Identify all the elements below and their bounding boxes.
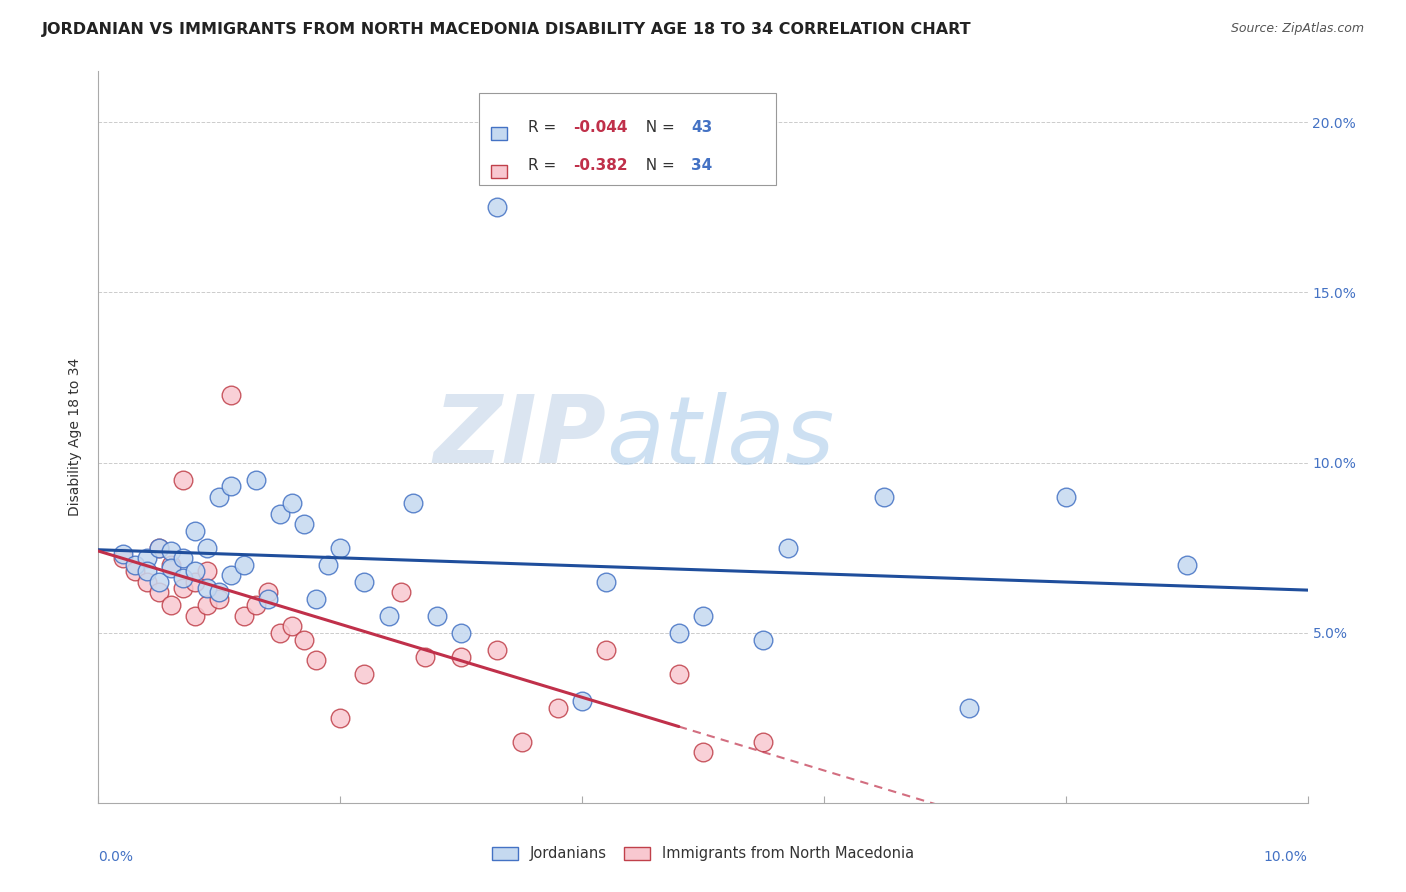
Point <box>377 608 399 623</box>
Point <box>124 565 146 579</box>
Text: JORDANIAN VS IMMIGRANTS FROM NORTH MACEDONIA DISABILITY AGE 18 TO 34 CORRELATION: JORDANIAN VS IMMIGRANTS FROM NORTH MACED… <box>42 22 972 37</box>
Point <box>232 608 254 623</box>
Point <box>595 642 617 657</box>
Point <box>292 632 315 647</box>
Text: ZIP: ZIP <box>433 391 606 483</box>
FancyBboxPatch shape <box>492 165 506 178</box>
Text: N =: N = <box>637 158 681 173</box>
Point <box>571 694 593 708</box>
Point <box>195 599 218 613</box>
Point <box>426 608 449 623</box>
Point <box>172 582 194 596</box>
Point <box>256 585 278 599</box>
Text: -0.382: -0.382 <box>574 158 628 173</box>
Point <box>281 496 304 510</box>
Point <box>668 666 690 681</box>
Point <box>124 558 146 572</box>
Point <box>160 558 183 572</box>
Point <box>292 516 315 531</box>
Point <box>413 649 436 664</box>
Point <box>172 473 194 487</box>
Point <box>148 541 170 555</box>
Point <box>195 541 218 555</box>
Point <box>486 201 509 215</box>
Point <box>184 608 207 623</box>
Point <box>1175 558 1198 572</box>
Point <box>221 567 243 582</box>
Point <box>208 490 231 504</box>
Point <box>305 653 328 667</box>
Point <box>389 585 412 599</box>
Point <box>172 571 194 585</box>
Point <box>595 574 617 589</box>
Point <box>752 632 775 647</box>
Point <box>752 734 775 748</box>
Point <box>148 574 170 589</box>
Point <box>160 599 183 613</box>
Point <box>208 591 231 606</box>
Point <box>402 496 425 510</box>
Point <box>135 565 157 579</box>
Point <box>111 550 134 565</box>
Text: N =: N = <box>637 120 681 136</box>
Point <box>256 591 278 606</box>
Point <box>692 608 714 623</box>
Point <box>172 550 194 565</box>
FancyBboxPatch shape <box>479 94 776 185</box>
Point <box>668 625 690 640</box>
Point <box>245 599 267 613</box>
Point <box>547 700 569 714</box>
Text: 10.0%: 10.0% <box>1264 850 1308 864</box>
Point <box>195 565 218 579</box>
Point <box>486 642 509 657</box>
Point <box>148 585 170 599</box>
Point <box>329 711 352 725</box>
Text: 34: 34 <box>690 158 713 173</box>
Text: -0.044: -0.044 <box>574 120 628 136</box>
Point <box>316 558 339 572</box>
Point <box>692 745 714 759</box>
Point <box>232 558 254 572</box>
Point <box>510 734 533 748</box>
Point <box>450 625 472 640</box>
Point <box>269 507 291 521</box>
Y-axis label: Disability Age 18 to 34: Disability Age 18 to 34 <box>69 358 83 516</box>
Legend: Jordanians, Immigrants from North Macedonia: Jordanians, Immigrants from North Macedo… <box>485 839 921 869</box>
Point <box>281 619 304 633</box>
Point <box>957 700 980 714</box>
Text: R =: R = <box>527 158 561 173</box>
Point <box>329 541 352 555</box>
Point <box>208 585 231 599</box>
Text: 0.0%: 0.0% <box>98 850 134 864</box>
Point <box>184 524 207 538</box>
Point <box>184 574 207 589</box>
Point <box>776 541 799 555</box>
Point <box>135 550 157 565</box>
FancyBboxPatch shape <box>492 127 506 140</box>
Text: Source: ZipAtlas.com: Source: ZipAtlas.com <box>1230 22 1364 36</box>
Point <box>1054 490 1077 504</box>
Point <box>221 387 243 401</box>
Point <box>184 565 207 579</box>
Point <box>353 666 375 681</box>
Point <box>111 548 134 562</box>
Text: R =: R = <box>527 120 561 136</box>
Point <box>353 574 375 589</box>
Text: atlas: atlas <box>606 392 835 483</box>
Point <box>269 625 291 640</box>
Point <box>160 561 183 575</box>
Point <box>450 649 472 664</box>
Point <box>245 473 267 487</box>
Point <box>160 544 183 558</box>
Point <box>135 574 157 589</box>
Point <box>221 479 243 493</box>
Point <box>305 591 328 606</box>
Point <box>873 490 896 504</box>
Point <box>195 582 218 596</box>
Text: 43: 43 <box>690 120 713 136</box>
Point <box>148 541 170 555</box>
